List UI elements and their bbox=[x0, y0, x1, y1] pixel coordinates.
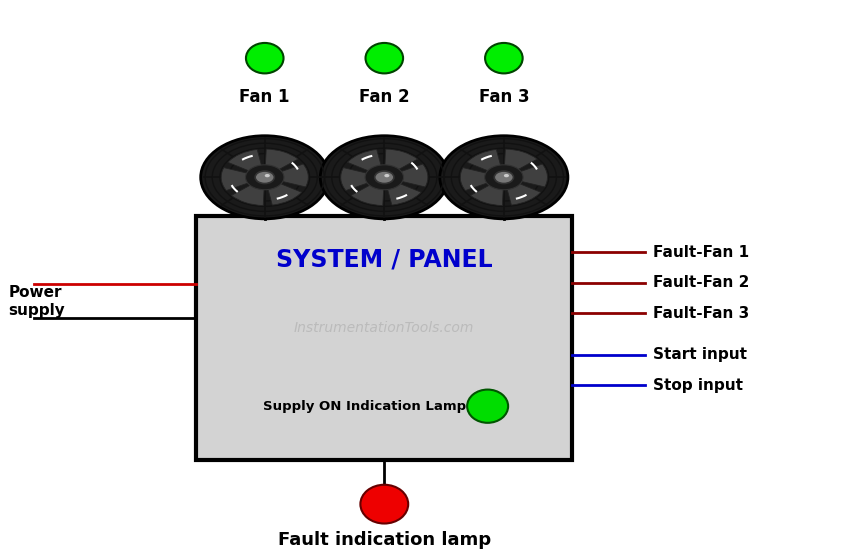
Text: SYSTEM / PANEL: SYSTEM / PANEL bbox=[276, 248, 492, 272]
Circle shape bbox=[503, 174, 508, 177]
Wedge shape bbox=[503, 149, 537, 177]
FancyBboxPatch shape bbox=[196, 216, 572, 460]
Circle shape bbox=[485, 165, 522, 189]
Wedge shape bbox=[467, 150, 503, 177]
Wedge shape bbox=[347, 150, 384, 177]
Text: Fault-Fan 2: Fault-Fan 2 bbox=[653, 275, 749, 290]
Wedge shape bbox=[231, 177, 264, 206]
Text: InstrumentationTools.com: InstrumentationTools.com bbox=[293, 321, 474, 335]
Circle shape bbox=[365, 165, 403, 189]
Text: Power
supply: Power supply bbox=[9, 285, 65, 317]
Text: Fault-Fan 3: Fault-Fan 3 bbox=[653, 305, 749, 321]
Ellipse shape bbox=[246, 43, 283, 74]
Circle shape bbox=[320, 136, 448, 219]
Text: Fault-Fan 1: Fault-Fan 1 bbox=[653, 244, 749, 260]
Wedge shape bbox=[503, 164, 547, 187]
Ellipse shape bbox=[365, 43, 403, 74]
Wedge shape bbox=[264, 177, 301, 205]
Wedge shape bbox=[351, 177, 384, 206]
Text: Fault indication lamp: Fault indication lamp bbox=[277, 531, 490, 549]
Circle shape bbox=[200, 136, 328, 219]
Text: Start input: Start input bbox=[653, 347, 746, 362]
Wedge shape bbox=[460, 168, 503, 191]
Wedge shape bbox=[264, 164, 308, 187]
Circle shape bbox=[494, 171, 513, 183]
Ellipse shape bbox=[467, 389, 508, 423]
Ellipse shape bbox=[485, 43, 522, 74]
Wedge shape bbox=[340, 168, 384, 191]
Circle shape bbox=[439, 136, 567, 219]
Text: Fan 2: Fan 2 bbox=[358, 88, 409, 106]
Text: Supply ON Indication Lamp: Supply ON Indication Lamp bbox=[263, 399, 466, 413]
Text: Fan 3: Fan 3 bbox=[478, 88, 529, 106]
Circle shape bbox=[255, 171, 274, 183]
Text: Fan 1: Fan 1 bbox=[239, 88, 290, 106]
Wedge shape bbox=[221, 168, 264, 191]
Wedge shape bbox=[264, 149, 298, 177]
Circle shape bbox=[246, 165, 283, 189]
Wedge shape bbox=[384, 149, 417, 177]
Wedge shape bbox=[384, 164, 427, 187]
Ellipse shape bbox=[360, 485, 408, 524]
Circle shape bbox=[384, 174, 389, 177]
Wedge shape bbox=[228, 150, 264, 177]
Circle shape bbox=[264, 174, 270, 177]
Wedge shape bbox=[384, 177, 421, 205]
Wedge shape bbox=[470, 177, 503, 206]
Circle shape bbox=[374, 171, 393, 183]
Wedge shape bbox=[503, 177, 540, 205]
Text: Stop input: Stop input bbox=[653, 377, 742, 393]
